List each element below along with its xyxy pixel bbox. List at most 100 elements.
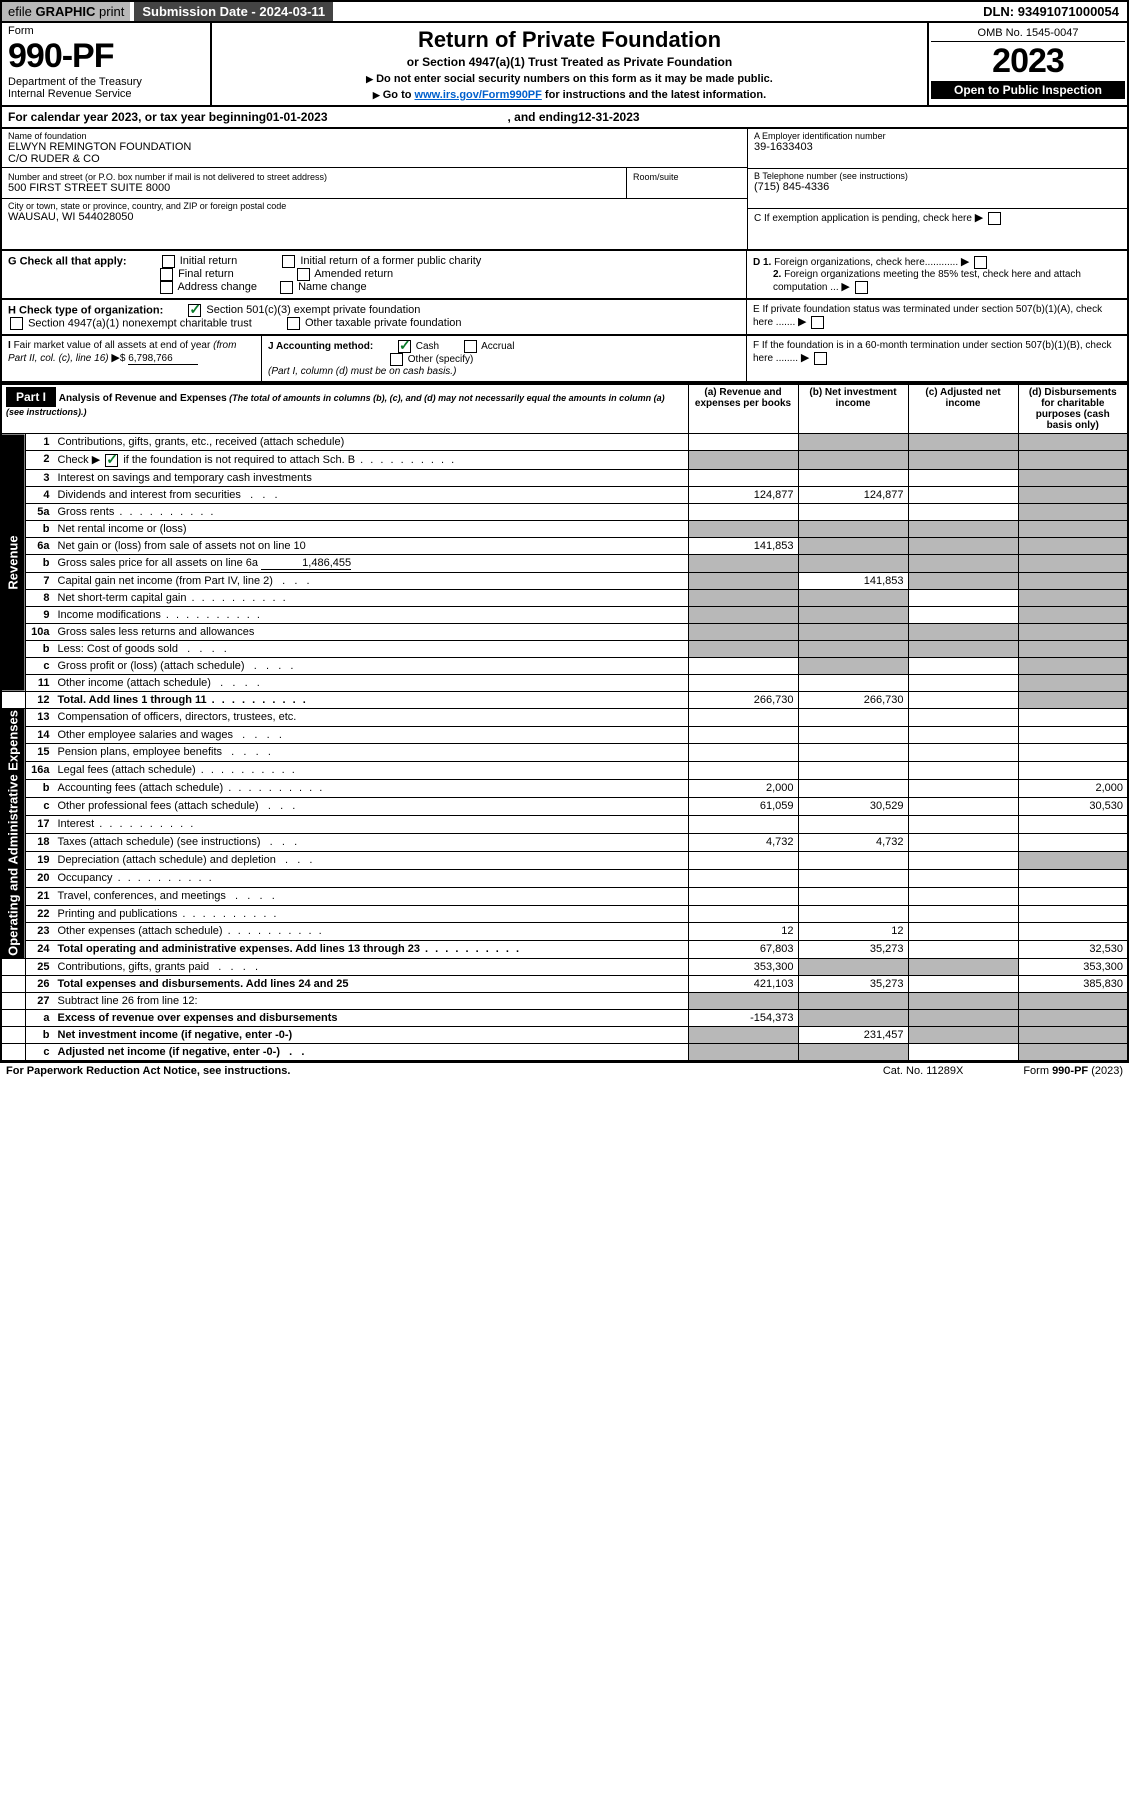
cal-text1: For calendar year 2023, or tax year begi… (8, 110, 266, 124)
ein-value: 39-1633403 (754, 141, 1121, 153)
city-value: WAUSAU, WI 544028050 (8, 211, 741, 223)
table-row: 11Other income (attach schedule) . . . . (1, 674, 1128, 691)
table-row: bLess: Cost of goods sold . . . . (1, 640, 1128, 657)
j-cash-checkbox[interactable] (398, 340, 411, 353)
name-cell: Name of foundation ELWYN REMINGTON FOUND… (2, 129, 747, 168)
final-label: Final return (178, 268, 234, 280)
amt: 4,732 (688, 833, 798, 851)
part1-badge: Part I (6, 387, 56, 407)
e-checkbox[interactable] (811, 316, 824, 329)
table-row: bGross sales price for all assets on lin… (1, 554, 1128, 572)
d2-checkbox[interactable] (855, 281, 868, 294)
row-desc: Excess of revenue over expenses and disb… (54, 1010, 689, 1027)
row-num: 15 (26, 744, 54, 762)
amt: 32,530 (1018, 941, 1128, 959)
d1-text: Foreign organizations, check here.......… (774, 257, 958, 268)
j-accrual-checkbox[interactable] (464, 340, 477, 353)
name-checkbox[interactable] (280, 281, 293, 294)
row-num: 24 (26, 941, 54, 959)
amended-checkbox[interactable] (297, 268, 310, 281)
row-num: 5a (26, 503, 54, 520)
h-other-checkbox[interactable] (287, 317, 300, 330)
initial-former-checkbox[interactable] (282, 255, 295, 268)
j-other-label: Other (specify) (408, 354, 474, 365)
name-change-label: Name change (298, 281, 367, 293)
initial-former-label: Initial return of a former public charit… (300, 255, 481, 267)
table-row: 20Occupancy (1, 869, 1128, 887)
g-d-row: G Check all that apply: Initial return I… (0, 251, 1129, 300)
f-section: F If the foundation is in a 60-month ter… (747, 336, 1127, 381)
d1-checkbox[interactable] (974, 256, 987, 269)
row-num: a (26, 1010, 54, 1027)
amt: 61,059 (688, 798, 798, 816)
row-desc: Gross rents (54, 503, 689, 520)
col-c-header: (c) Adjusted net income (908, 384, 1018, 434)
h-4947-checkbox[interactable] (10, 317, 23, 330)
amt: 141,853 (798, 572, 908, 589)
amt: 12 (688, 923, 798, 941)
note-suffix: for instructions and the latest informat… (542, 89, 766, 101)
footer-form: Form 990-PF (2023) (1023, 1065, 1123, 1077)
row-num: 14 (26, 726, 54, 744)
row-num: 20 (26, 869, 54, 887)
calendar-year-row: For calendar year 2023, or tax year begi… (0, 107, 1129, 129)
row-num: 18 (26, 833, 54, 851)
row-desc: Other professional fees (attach schedule… (54, 798, 689, 816)
row-num: 1 (26, 434, 54, 451)
final-checkbox[interactable] (160, 268, 173, 281)
efile-graphic: GRAPHIC (35, 4, 95, 19)
page-footer: For Paperwork Reduction Act Notice, see … (0, 1062, 1129, 1079)
h-501c3-label: Section 501(c)(3) exempt private foundat… (206, 304, 420, 316)
row-num: c (26, 798, 54, 816)
header-right: OMB No. 1545-0047 2023 Open to Public In… (927, 23, 1127, 105)
amt: 12 (798, 923, 908, 941)
row-desc: Printing and publications (54, 905, 689, 923)
j-label: J Accounting method: (268, 341, 373, 352)
d2-row: 2. Foreign organizations meeting the 85%… (753, 269, 1121, 294)
dln-badge: DLN: 93491071000054 (975, 2, 1127, 21)
efile-badge[interactable]: efile GRAPHIC print (2, 2, 130, 21)
row-desc: Other employee salaries and wages . . . … (54, 726, 689, 744)
j-note: (Part I, column (d) must be on cash basi… (268, 366, 456, 377)
h-501c3-checkbox[interactable] (188, 304, 201, 317)
row-desc: Depreciation (attach schedule) and deple… (54, 851, 689, 869)
row-desc: Net gain or (loss) from sale of assets n… (54, 537, 689, 554)
submission-date-badge: Submission Date - 2024-03-11 (134, 2, 333, 21)
row-num: 7 (26, 572, 54, 589)
omb-number: OMB No. 1545-0047 (931, 25, 1125, 42)
address-checkbox[interactable] (160, 281, 173, 294)
i-section: I Fair market value of all assets at end… (2, 336, 262, 381)
c-checkbox[interactable] (988, 212, 1001, 225)
h-section: H Check type of organization: Section 50… (2, 300, 747, 334)
col-a-header: (a) Revenue and expenses per books (688, 384, 798, 434)
j-cash-label: Cash (416, 341, 439, 352)
row-desc: Other expenses (attach schedule) (54, 923, 689, 941)
addr-cell: Number and street (or P.O. box number if… (2, 168, 627, 198)
initial-checkbox[interactable] (162, 255, 175, 268)
j-other-checkbox[interactable] (390, 353, 403, 366)
d2-text: Foreign organizations meeting the 85% te… (773, 269, 1081, 293)
row-desc: Accounting fees (attach schedule) (54, 780, 689, 798)
row-num: 19 (26, 851, 54, 869)
row-num: 17 (26, 816, 54, 834)
note-link-row: Go to www.irs.gov/Form990PF for instruct… (220, 89, 919, 101)
row-num: 9 (26, 606, 54, 623)
table-row: 15Pension plans, employee benefits . . .… (1, 744, 1128, 762)
row-num: 21 (26, 887, 54, 905)
row-desc: Legal fees (attach schedule) (54, 762, 689, 780)
ijf-row: I Fair market value of all assets at end… (0, 336, 1129, 383)
row-num: 23 (26, 923, 54, 941)
foundation-name1: ELWYN REMINGTON FOUNDATION (8, 141, 741, 153)
table-row: cAdjusted net income (if negative, enter… (1, 1044, 1128, 1062)
f-checkbox[interactable] (814, 352, 827, 365)
schb-checkbox[interactable] (105, 454, 118, 467)
form-subtitle: or Section 4947(a)(1) Trust Treated as P… (220, 55, 919, 69)
row-desc: Dividends and interest from securities .… (54, 486, 689, 503)
amt: 266,730 (798, 691, 908, 708)
amt: 35,273 (798, 941, 908, 959)
table-row: 24Total operating and administrative exp… (1, 941, 1128, 959)
row-desc: Less: Cost of goods sold . . . . (54, 640, 689, 657)
form-link[interactable]: www.irs.gov/Form990PF (415, 89, 542, 101)
amt: 30,529 (798, 798, 908, 816)
i-value: 6,798,766 (128, 353, 198, 365)
